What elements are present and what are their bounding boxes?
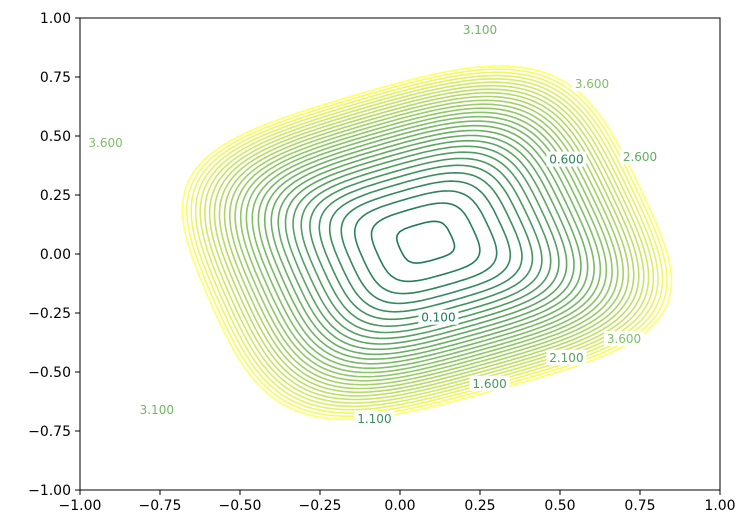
contour-line-5 xyxy=(318,164,534,321)
contour-line-21 xyxy=(213,88,640,397)
contour-label-8: 3.600 xyxy=(572,76,612,92)
y-tick-label-8: −1.00 xyxy=(28,483,71,499)
contour-label-5: 2.600 xyxy=(620,149,660,165)
contour-label-10: 3.100 xyxy=(136,401,177,417)
contour-lines: 0.100 0.600 1.100 1.600 2.100 2.600 3.100 3.600… xyxy=(85,21,673,427)
svg-text:3.100: 3.100 xyxy=(140,403,174,417)
contour-line-23 xyxy=(204,81,650,404)
contour-line-2 xyxy=(353,190,498,295)
x-tick-label-4: 0.00 xyxy=(384,498,415,514)
x-tick-label-7: 0.75 xyxy=(624,498,655,514)
contour-line-12 xyxy=(263,124,589,360)
svg-text:0.600: 0.600 xyxy=(549,153,583,167)
svg-text:3.600: 3.600 xyxy=(607,332,641,346)
y-tick-label-7: −0.75 xyxy=(28,424,71,440)
y-tick-label-5: −0.25 xyxy=(28,306,71,322)
x-tick-label-3: −0.25 xyxy=(299,498,342,514)
contour-line-22 xyxy=(208,84,645,401)
contour-label-2: 1.100 xyxy=(354,411,395,427)
contour-label-9: 3.600 xyxy=(604,330,644,346)
svg-text:0.100: 0.100 xyxy=(421,311,455,325)
contour-line-7 xyxy=(300,151,552,334)
svg-text:1.600: 1.600 xyxy=(472,377,506,391)
contour-label-6: 3.100 xyxy=(460,21,500,37)
x-tick-label-1: −0.75 xyxy=(139,498,182,514)
contour-line-3 xyxy=(340,180,512,305)
svg-text:1.100: 1.100 xyxy=(357,412,391,426)
y-tick-label-2: 0.50 xyxy=(40,129,71,145)
contour-line-8 xyxy=(292,145,560,340)
contour-line-16 xyxy=(239,107,613,378)
contour-line-20 xyxy=(218,92,635,394)
x-tick-label-8: 1.00 xyxy=(704,498,735,514)
contour-line-18 xyxy=(229,99,624,386)
contour-label-7: 3.600 xyxy=(85,135,126,151)
x-tick-label-0: −1.00 xyxy=(59,498,102,514)
contour-line-11 xyxy=(270,129,582,356)
contour-line-9 xyxy=(284,139,568,345)
contour-label-3: 1.600 xyxy=(469,375,510,391)
y-tick-label-1: 0.75 xyxy=(40,70,71,86)
contour-line-0 xyxy=(395,220,456,264)
contour-line-28 xyxy=(181,65,673,421)
contour-line-15 xyxy=(245,111,608,374)
svg-text:2.600: 2.600 xyxy=(623,150,657,164)
contour-label-4: 2.100 xyxy=(546,349,587,365)
contour-line-1 xyxy=(370,202,481,283)
contour-label-1: 0.600 xyxy=(546,151,587,167)
contour-line-24 xyxy=(199,78,655,408)
y-tick-label-4: 0.00 xyxy=(40,247,71,263)
svg-text:2.100: 2.100 xyxy=(549,351,583,365)
contour-line-19 xyxy=(223,95,630,390)
x-tick-label-6: 0.50 xyxy=(544,498,575,514)
x-tick-label-5: 0.25 xyxy=(464,498,495,514)
contour-line-17 xyxy=(234,103,619,382)
contour-line-13 xyxy=(257,120,595,365)
contour-line-10 xyxy=(277,134,575,351)
contour-line-4 xyxy=(328,172,523,313)
svg-text:3.600: 3.600 xyxy=(575,77,609,91)
y-tick-label-3: 0.25 xyxy=(40,188,71,204)
y-tick-label-0: 1.00 xyxy=(40,11,71,27)
x-tick-label-2: −0.50 xyxy=(219,498,262,514)
y-tick-label-6: −0.50 xyxy=(28,365,71,381)
contour-label-0: 0.100 xyxy=(418,309,459,325)
contour-line-6 xyxy=(309,157,543,327)
svg-text:3.100: 3.100 xyxy=(463,23,497,37)
svg-text:3.600: 3.600 xyxy=(88,136,122,150)
contour-line-26 xyxy=(190,71,664,414)
